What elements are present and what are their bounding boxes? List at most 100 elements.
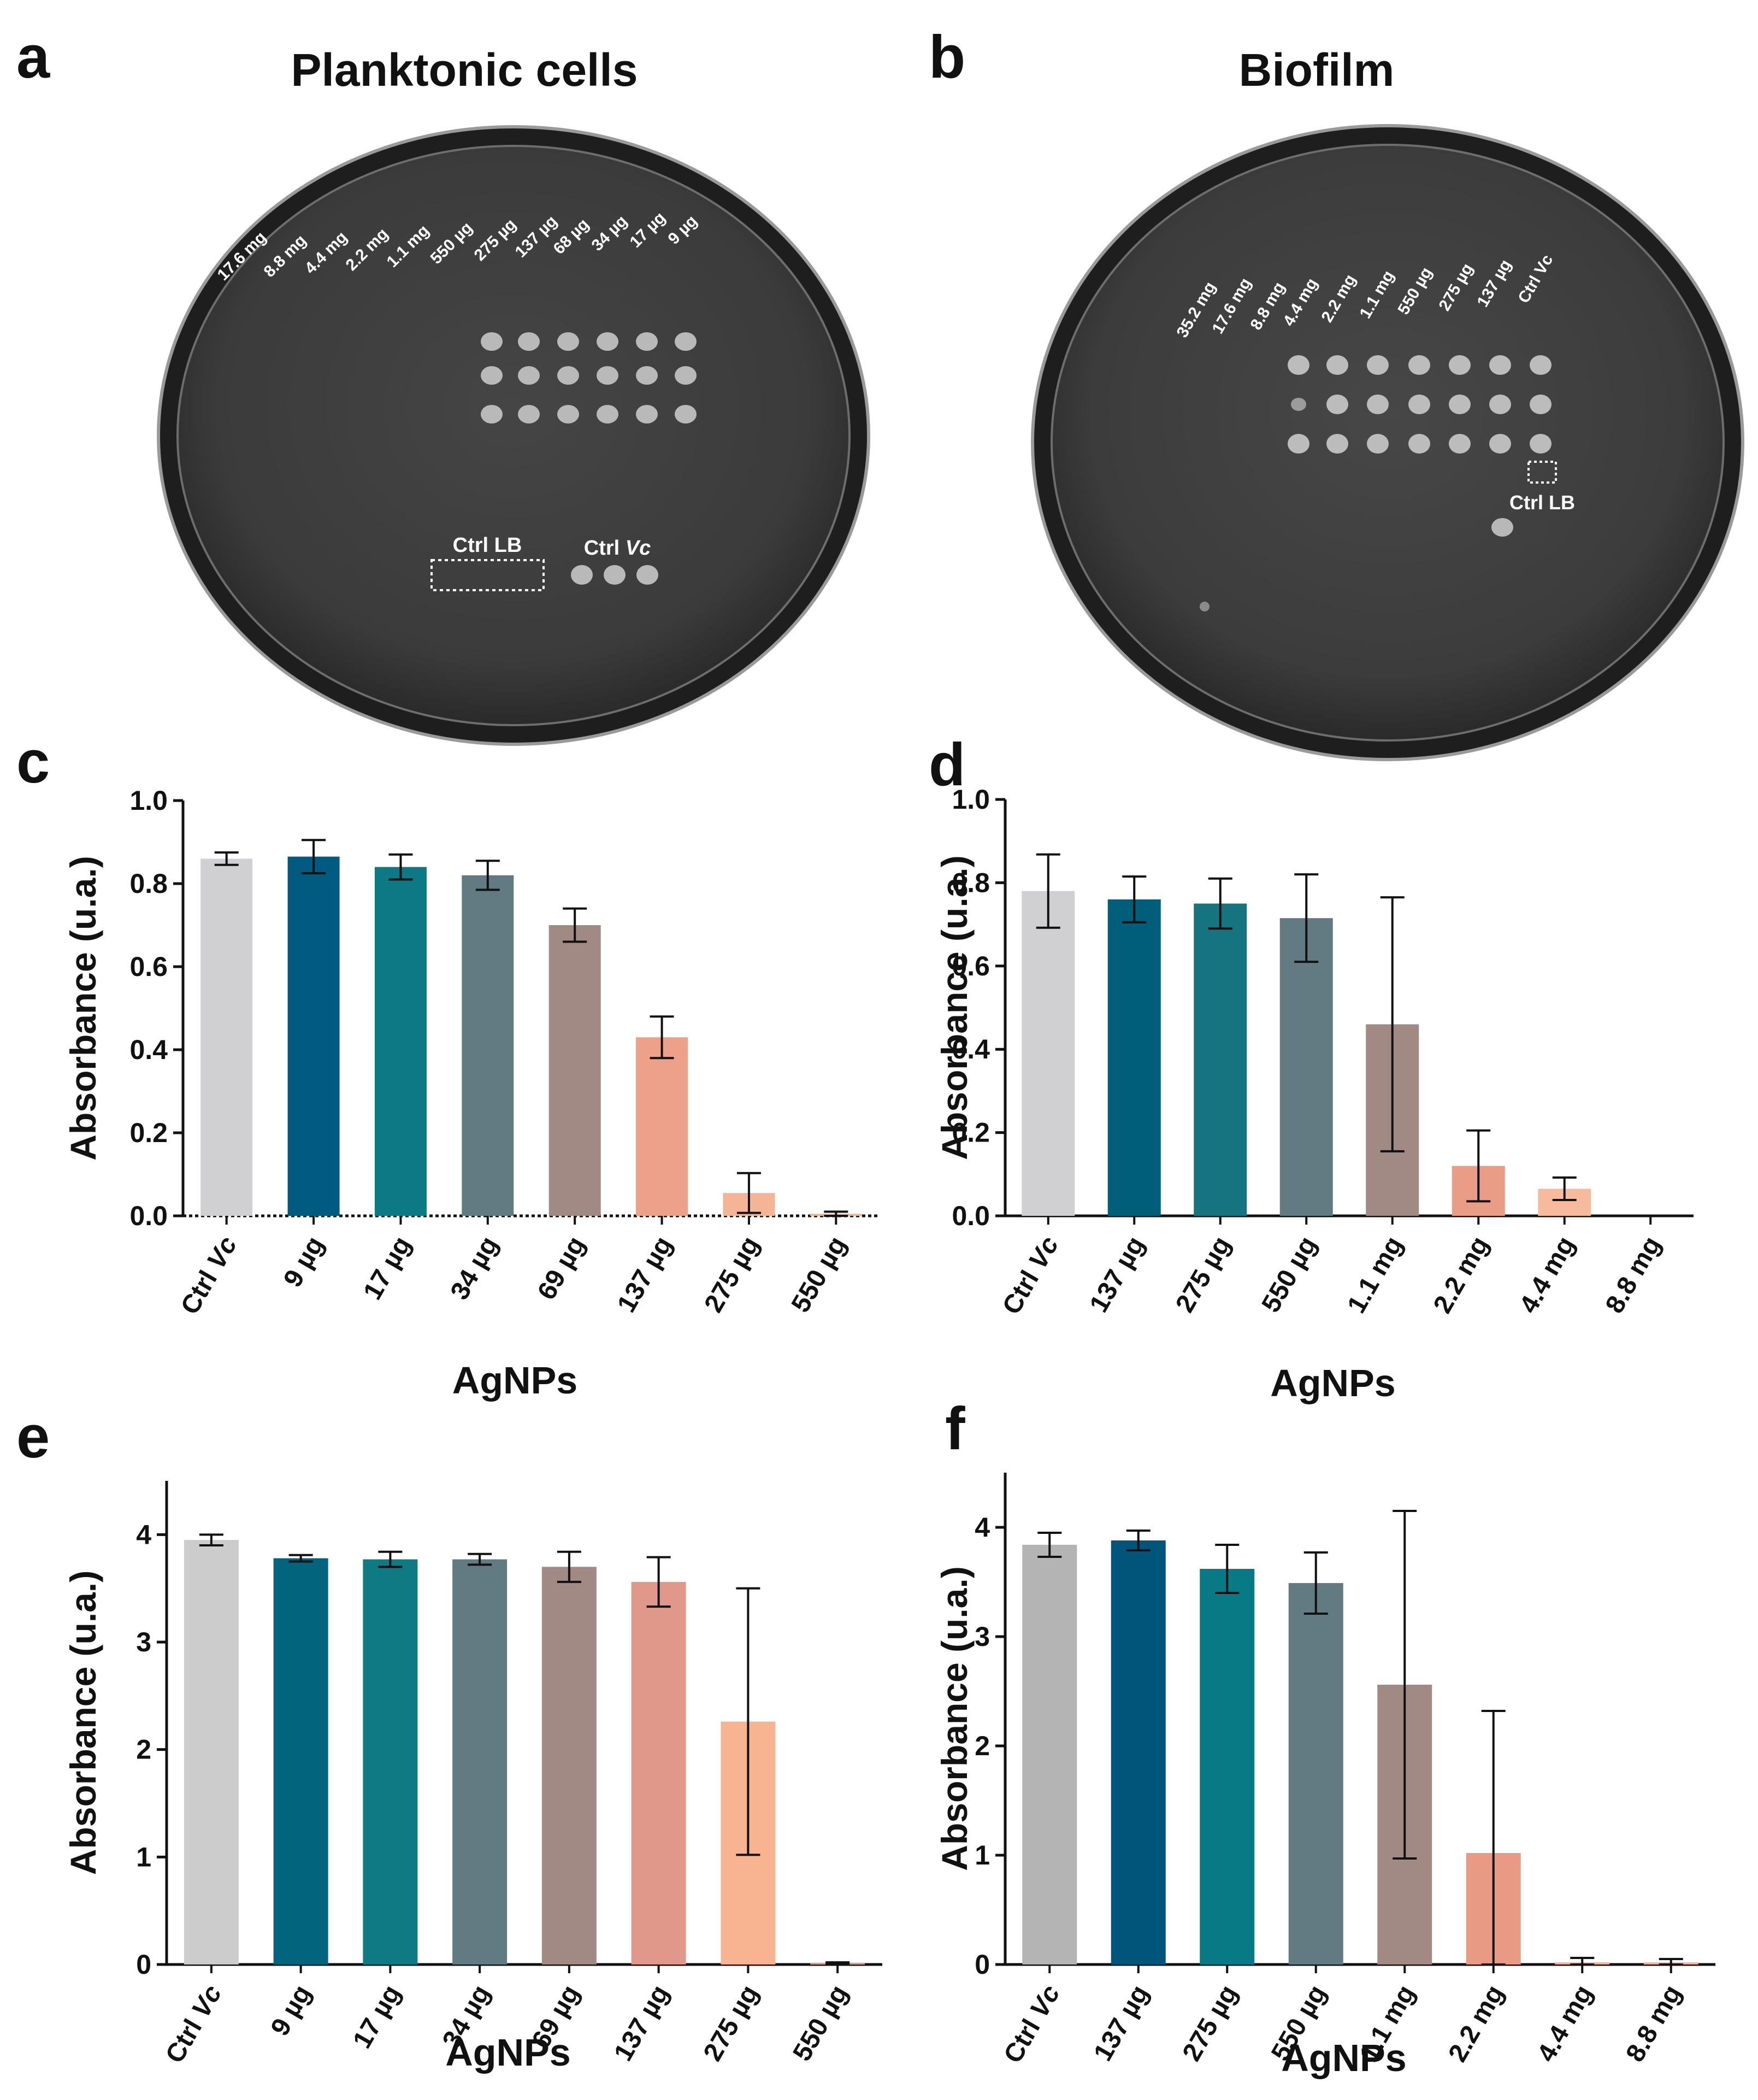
x-tick-label: 34 µg bbox=[445, 1232, 504, 1305]
y-tick-label: 1.0 bbox=[952, 784, 990, 815]
colony-spot bbox=[1489, 395, 1511, 414]
x-axis-label: AgNPs bbox=[445, 2031, 570, 2074]
x-tick-label: 275 µg bbox=[1177, 1980, 1243, 2066]
x-tick-label: 550 µg bbox=[788, 1980, 854, 2066]
y-tick-label: 1 bbox=[136, 1842, 151, 1872]
chart-c: 0.0 0.2 0.4 0.6 0.8 1.0 Absorbance (u.a.) Ctrl … bbox=[63, 785, 880, 1402]
ctrl-vc-label-a: Ctrl Vc bbox=[584, 537, 651, 560]
panel-letter-f: f bbox=[945, 1395, 965, 1462]
colony-spot bbox=[481, 332, 503, 351]
stray-colony-b bbox=[1491, 518, 1513, 537]
colony-spot bbox=[1530, 355, 1551, 375]
colony-spot bbox=[1367, 434, 1389, 454]
x-tick-label: 8.8 mg bbox=[1600, 1232, 1667, 1318]
bar bbox=[1279, 918, 1333, 1216]
colony-spot bbox=[1449, 395, 1471, 414]
colony-spot bbox=[557, 405, 579, 423]
x-tick-label: 1.1 mg bbox=[1342, 1232, 1408, 1318]
petri-dish-agar-a bbox=[176, 145, 851, 726]
panel-letter-d: d bbox=[929, 731, 966, 798]
bar bbox=[462, 875, 514, 1216]
colony-spot bbox=[1326, 395, 1348, 414]
y-tick-label: 3 bbox=[136, 1627, 151, 1657]
x-tick-label: Ctrl Vc bbox=[175, 1232, 243, 1319]
colony-spot bbox=[1288, 434, 1309, 454]
y-axis-label: Absorbance (u.a.) bbox=[63, 856, 103, 1160]
colony-spot bbox=[557, 366, 579, 385]
colony-spot bbox=[1449, 355, 1471, 375]
x-tick-label: 4.4 mg bbox=[1514, 1232, 1580, 1318]
bar bbox=[1288, 1583, 1343, 1964]
colony-spot bbox=[636, 405, 658, 423]
y-tick-label: 0.4 bbox=[952, 1034, 990, 1064]
colony-spot bbox=[675, 366, 697, 385]
x-tick-label: 275 µg bbox=[699, 1232, 765, 1317]
y-axis-label: Absorbance (u.a.) bbox=[63, 1570, 103, 1875]
colony-spot bbox=[1489, 355, 1511, 375]
x-axis-label: AgNPs bbox=[452, 1359, 577, 1402]
x-tick-label: 4.4 mg bbox=[1532, 1980, 1598, 2067]
colony-spot bbox=[597, 366, 618, 385]
colony-spot bbox=[1408, 355, 1430, 375]
bar bbox=[631, 1581, 686, 1964]
ctrl-lb-box-a bbox=[430, 559, 545, 591]
colony-spot bbox=[481, 405, 503, 423]
colony-spot bbox=[1367, 355, 1389, 375]
x-tick-label: 137 µg bbox=[1088, 1980, 1154, 2066]
colony-spot bbox=[518, 332, 540, 351]
ctrl-vc-spots-a bbox=[571, 565, 658, 585]
y-tick-label: 0.2 bbox=[952, 1117, 990, 1148]
colony-spot-ctrl-vc bbox=[636, 565, 658, 585]
plate-title-b: Biofilm bbox=[1238, 44, 1395, 96]
bar bbox=[374, 867, 427, 1216]
plate-title-a: Planktonic cells bbox=[291, 44, 638, 96]
colony-spot bbox=[557, 332, 579, 351]
x-tick-label: 137 µg bbox=[609, 1980, 675, 2066]
y-tick-label: 0.6 bbox=[952, 951, 990, 981]
colony-spot bbox=[518, 366, 540, 385]
bar bbox=[200, 858, 253, 1216]
y-tick-label: 0.0 bbox=[952, 1201, 990, 1231]
y-tick-label: 2 bbox=[975, 1731, 990, 1761]
y-tick-label: 0.8 bbox=[129, 868, 168, 899]
colony-spot bbox=[1367, 395, 1389, 414]
bar bbox=[363, 1559, 418, 1964]
x-axis-label: AgNPs bbox=[1270, 1362, 1395, 1404]
y-axis-label: Absorbance (u.a.) bbox=[934, 855, 975, 1160]
bar bbox=[1111, 1540, 1166, 1964]
x-tick-label: Ctrl Vc bbox=[160, 1980, 227, 2068]
bar bbox=[541, 1567, 597, 1964]
colony-spot-ctrl-vc bbox=[604, 565, 626, 585]
colony-spot bbox=[597, 405, 618, 423]
bar bbox=[1022, 891, 1075, 1216]
bar bbox=[273, 1558, 328, 1964]
ctrl-lb-label-b: Ctrl LB bbox=[1509, 491, 1575, 514]
x-tick-label: 275 µg bbox=[1170, 1232, 1236, 1317]
bar bbox=[1200, 1569, 1255, 1964]
colony-spot bbox=[636, 366, 658, 385]
colony-spot bbox=[636, 332, 658, 351]
colony-spot bbox=[1408, 434, 1430, 454]
y-axis-label: Absorbance (u.a.) bbox=[934, 1566, 975, 1870]
colony-spot bbox=[675, 405, 697, 423]
x-tick-label: 9 µg bbox=[278, 1232, 329, 1292]
y-tick-label: 0.6 bbox=[129, 951, 168, 982]
colony-spot bbox=[1530, 395, 1551, 414]
x-tick-label: 69 µg bbox=[532, 1232, 591, 1305]
bar bbox=[452, 1559, 508, 1964]
y-tick-label: 0 bbox=[975, 1949, 990, 1980]
x-tick-label: 137 µg bbox=[612, 1232, 678, 1317]
x-tick-label: 275 µg bbox=[698, 1980, 764, 2066]
chart-d: 0.0 0.2 0.4 0.6 0.8 1.0 Absorbance (u.a.) Ctrl … bbox=[934, 784, 1694, 1404]
y-tick-label: 3 bbox=[975, 1621, 990, 1652]
colony-spot bbox=[597, 332, 618, 351]
x-tick-label: 8.8 mg bbox=[1620, 1980, 1687, 2067]
bar bbox=[636, 1037, 688, 1216]
x-tick-label: Ctrl Vc bbox=[997, 1232, 1064, 1319]
colony-spot bbox=[1408, 395, 1430, 414]
bar bbox=[287, 856, 340, 1216]
panel-letter-a: a bbox=[16, 23, 50, 91]
ctrl-lb-box-b bbox=[1527, 461, 1557, 484]
